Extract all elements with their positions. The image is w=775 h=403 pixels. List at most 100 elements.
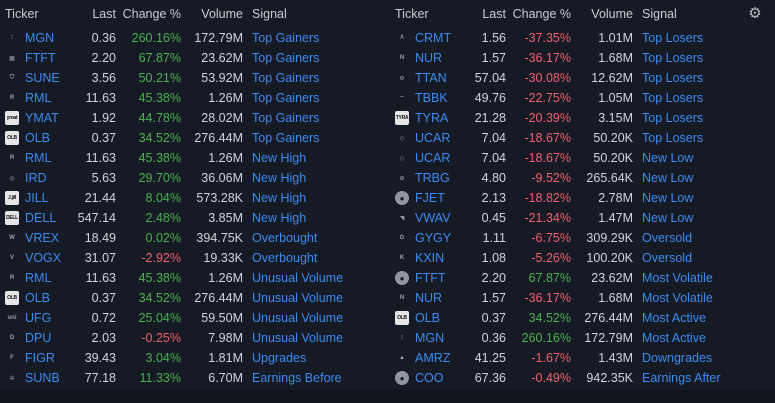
column-header-signal[interactable]: Signal xyxy=(252,7,287,21)
signal-link[interactable]: Top Losers xyxy=(642,131,704,145)
column-header-change[interactable]: Change % xyxy=(512,7,571,21)
table-row[interactable]: ◇ UCAR 7.04 -18.67% 50.20K New Low xyxy=(390,148,768,168)
ticker-symbol[interactable]: DPU xyxy=(25,331,52,345)
ticker-symbol[interactable]: UCAR xyxy=(415,131,451,145)
signal-link[interactable]: Unusual Volume xyxy=(252,271,344,285)
table-row[interactable]: OLB OLB 0.37 34.52% 276.44M Unusual Volume xyxy=(0,288,378,308)
ticker-symbol[interactable]: UFG xyxy=(25,311,52,325)
column-header-change[interactable]: Change % xyxy=(122,7,181,21)
signal-link[interactable]: New Low xyxy=(642,211,694,225)
signal-link[interactable]: Most Active xyxy=(642,311,706,325)
signal-link[interactable]: Top Gainers xyxy=(252,111,320,125)
ticker-symbol[interactable]: OLB xyxy=(415,311,441,325)
signal-link[interactable]: Downgrades xyxy=(642,351,713,365)
ticker-symbol[interactable]: SUNB xyxy=(25,371,60,385)
ticker-symbol[interactable]: RML xyxy=(25,271,52,285)
ticker-symbol[interactable]: YMAT xyxy=(25,111,59,125)
signal-link[interactable]: Top Losers xyxy=(642,51,704,65)
signal-link[interactable]: New High xyxy=(252,191,307,205)
table-row[interactable]: ◥ VWAV 0.45 -21.34% 1.47M New Low xyxy=(390,208,768,228)
table-row[interactable]: F FIGR 39.43 3.04% 1.81M Upgrades xyxy=(0,348,378,368)
ticker-symbol[interactable]: RML xyxy=(25,151,52,165)
signal-link[interactable]: Oversold xyxy=(642,251,693,265)
table-row[interactable]: J.jill JILL 21.44 8.04% 573.28K New High xyxy=(0,188,378,208)
ticker-symbol[interactable]: FIGR xyxy=(25,351,55,365)
signal-link[interactable]: Top Losers xyxy=(642,91,704,105)
ticker-symbol[interactable]: MGN xyxy=(415,331,445,345)
ticker-symbol[interactable]: JILL xyxy=(25,191,49,205)
ticker-symbol[interactable]: TTAN xyxy=(415,71,447,85)
table-row[interactable]: OLB OLB 0.37 34.52% 276.44M Top Gainers xyxy=(0,128,378,148)
column-header-ticker[interactable]: Ticker xyxy=(5,7,39,21)
table-row[interactable]: R RML 11.63 45.38% 1.26M Unusual Volume xyxy=(0,268,378,288)
signal-link[interactable]: Top Gainers xyxy=(252,31,320,45)
table-row[interactable]: uni UFG 0.72 25.04% 59.50M Unusual Volume xyxy=(0,308,378,328)
table-row[interactable]: ~ TBBK 49.76 -22.75% 1.05M Top Losers xyxy=(390,88,768,108)
table-row[interactable]: ⫶ MGN 0.36 260.16% 172.79M Top Gainers xyxy=(0,28,378,48)
ticker-symbol[interactable]: CRMT xyxy=(415,31,452,45)
signal-link[interactable]: Most Volatile xyxy=(642,271,713,285)
column-header-volume[interactable]: Volume xyxy=(591,7,633,21)
table-row[interactable]: D DPU 2.03 -0.25% 7.98M Unusual Volume xyxy=(0,328,378,348)
ticker-symbol[interactable]: TBBK xyxy=(415,91,448,105)
signal-link[interactable]: Top Gainers xyxy=(252,71,320,85)
ticker-symbol[interactable]: OLB xyxy=(25,291,51,305)
table-row[interactable]: W VREX 18.49 0.02% 394.75K Overbought xyxy=(0,228,378,248)
signal-link[interactable]: Most Volatile xyxy=(642,291,713,305)
signal-link[interactable]: Earnings Before xyxy=(252,371,342,385)
table-row[interactable]: ⚙ TTAN 57.04 -30.08% 12.62M Top Losers xyxy=(390,68,768,88)
table-row[interactable]: ● FJET 2.13 -18.82% 2.78M New Low xyxy=(390,188,768,208)
ticker-symbol[interactable]: VREX xyxy=(25,231,60,245)
table-row[interactable]: ⊙ TRBG 4.80 -9.52% 265.64K New Low xyxy=(390,168,768,188)
signal-link[interactable]: New Low xyxy=(642,191,694,205)
signal-link[interactable]: Unusual Volume xyxy=(252,291,344,305)
column-header-last[interactable]: Last xyxy=(482,7,506,21)
signal-link[interactable]: Top Losers xyxy=(642,71,704,85)
ticker-symbol[interactable]: UCAR xyxy=(415,151,451,165)
table-row[interactable]: ▲ AMRZ 41.25 -1.67% 1.43M Downgrades xyxy=(390,348,768,368)
table-row[interactable]: R RML 11.63 45.38% 1.26M New High xyxy=(0,148,378,168)
signal-link[interactable]: New High xyxy=(252,171,307,185)
ticker-symbol[interactable]: RML xyxy=(25,91,52,105)
table-row[interactable]: DELL DELL 547.14 2.48% 3.85M New High xyxy=(0,208,378,228)
signal-link[interactable]: Overbought xyxy=(252,251,318,265)
horizontal-scrollbar[interactable] xyxy=(0,390,775,403)
table-row[interactable]: TYRA TYRA 21.28 -20.39% 3.15M Top Losers xyxy=(390,108,768,128)
table-row[interactable]: ▦ FTFT 2.20 67.87% 23.62M Top Gainers xyxy=(0,48,378,68)
ticker-symbol[interactable]: NUR xyxy=(415,51,443,65)
signal-link[interactable]: Top Gainers xyxy=(252,131,320,145)
signal-link[interactable]: Top Losers xyxy=(642,31,704,45)
column-header-ticker[interactable]: Ticker xyxy=(395,7,429,21)
gear-icon[interactable]: ⚙ xyxy=(748,5,762,22)
table-row[interactable]: V VOGX 31.07 -2.92% 19.33K Overbought xyxy=(0,248,378,268)
table-row[interactable]: ◎ IRD 5.63 29.70% 36.06M New High xyxy=(0,168,378,188)
ticker-symbol[interactable]: FTFT xyxy=(25,51,56,65)
signal-link[interactable]: Unusual Volume xyxy=(252,331,344,345)
signal-link[interactable]: Top Gainers xyxy=(252,51,320,65)
signal-link[interactable]: Top Gainers xyxy=(252,91,320,105)
table-row[interactable]: /\ CRMT 1.56 -37.35% 1.01M Top Losers xyxy=(390,28,768,48)
table-row[interactable]: ● COO 67.36 -0.49% 942.35K Earnings After xyxy=(390,368,768,388)
ticker-symbol[interactable]: VWAV xyxy=(415,211,451,225)
table-row[interactable]: N NUR 1.57 -36.17% 1.68M Most Volatile xyxy=(390,288,768,308)
table-row[interactable]: R RML 11.63 45.38% 1.26M Top Gainers xyxy=(0,88,378,108)
table-row[interactable]: ⛉ SUNE 3.56 50.21% 53.92M Top Gainers xyxy=(0,68,378,88)
ticker-symbol[interactable]: NUR xyxy=(415,291,443,305)
signal-link[interactable]: Upgrades xyxy=(252,351,307,365)
table-row[interactable]: OLB OLB 0.37 34.52% 276.44M Most Active xyxy=(390,308,768,328)
ticker-symbol[interactable]: OLB xyxy=(25,131,51,145)
ticker-symbol[interactable]: SUNE xyxy=(25,71,60,85)
table-row[interactable]: ymat YMAT 1.92 44.78% 28.02M Top Gainers xyxy=(0,108,378,128)
table-row[interactable]: K KXIN 1.08 -5.26% 100.20K Oversold xyxy=(390,248,768,268)
ticker-symbol[interactable]: TRBG xyxy=(415,171,450,185)
signal-link[interactable]: New High xyxy=(252,211,307,225)
signal-link[interactable]: New Low xyxy=(642,171,694,185)
signal-link[interactable]: Overbought xyxy=(252,231,318,245)
table-row[interactable]: ● FTFT 2.20 67.87% 23.62M Most Volatile xyxy=(390,268,768,288)
signal-link[interactable]: Earnings After xyxy=(642,371,721,385)
table-row[interactable]: ✲ SUNB 77.18 11.33% 6.70M Earnings Before xyxy=(0,368,378,388)
ticker-symbol[interactable]: AMRZ xyxy=(415,351,451,365)
ticker-symbol[interactable]: DELL xyxy=(25,211,57,225)
table-row[interactable]: N NUR 1.57 -36.17% 1.68M Top Losers xyxy=(390,48,768,68)
ticker-symbol[interactable]: FJET xyxy=(415,191,445,205)
